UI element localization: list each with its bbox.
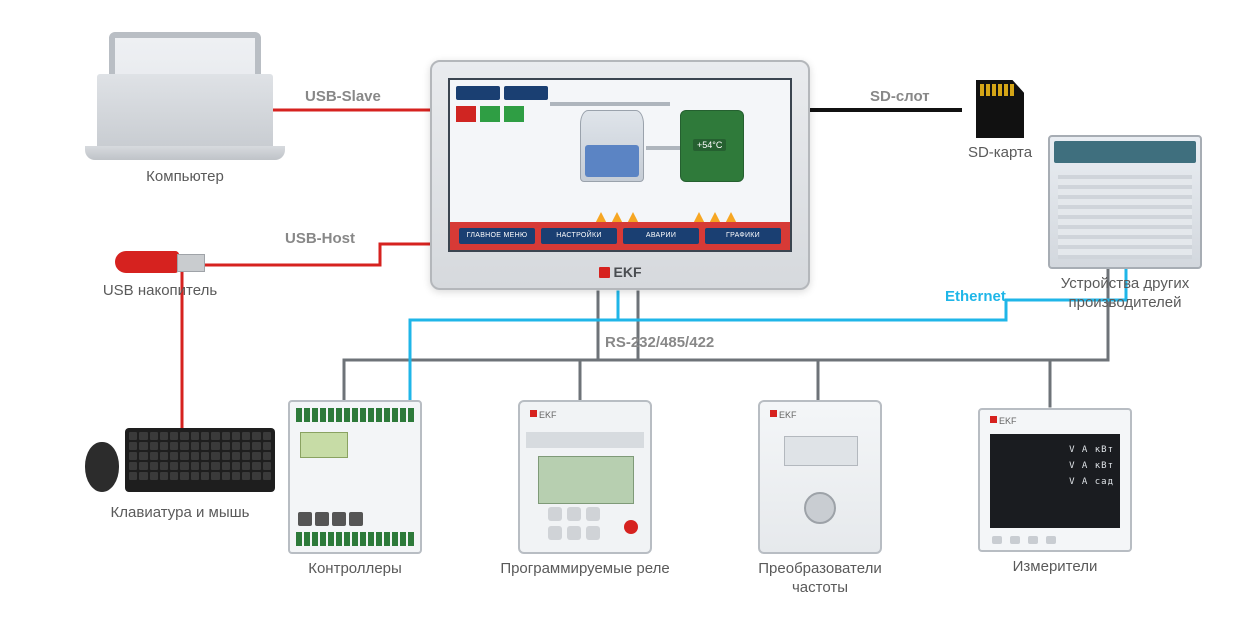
node-usb-drive: USB накопитель (90, 248, 230, 301)
relay-icon: EKF (518, 400, 652, 554)
third-party-device-icon (1048, 135, 1202, 269)
label-relays: Программируемые реле (495, 560, 675, 579)
node-sd-card: SD-карта (955, 80, 1045, 163)
node-vfd: EKF Преобразователи частоты (730, 400, 910, 598)
sd-card-icon (976, 80, 1024, 138)
node-meter: EKF V A кВтV A кВтV A сад Измерители (970, 408, 1140, 577)
label-vfd: Преобразователи частоты (730, 560, 910, 598)
vfd-icon: EKF (758, 400, 882, 554)
keyboard-mouse-icon (85, 420, 275, 498)
label-ethernet: Ethernet (945, 288, 1006, 305)
hmi-tank-2: +54°C (680, 110, 744, 182)
label-sd-card: SD-карта (955, 144, 1045, 163)
usb-drive-icon (115, 248, 205, 276)
hmi-tank-1: +11°C (580, 110, 644, 182)
node-relays: EKF Программируемые реле (495, 400, 675, 579)
label-rs485: RS-232/485/422 (605, 334, 714, 351)
label-keyboard-mouse: Клавиатура и мышь (80, 504, 280, 523)
tank2-tag: +54°C (693, 139, 726, 151)
node-controllers: Контроллеры (280, 400, 430, 579)
controller-icon (288, 400, 422, 554)
label-sd-slot: SD-слот (870, 88, 930, 105)
tank1-tag: +11°C (595, 149, 628, 161)
hmi-brand: EKF (432, 264, 808, 280)
node-third-party: Устройства других производителей (1040, 135, 1210, 313)
meter-icon: EKF V A кВтV A кВтV A сад (978, 408, 1132, 552)
hmi-screen: +11°C +54°C ГЛАВНОЕ МЕНЮНАСТРОЙКИАВАРИИГ… (448, 78, 792, 252)
label-third-party: Устройства других производителей (1040, 275, 1210, 313)
label-computer: Компьютер (85, 168, 285, 187)
label-meter: Измерители (970, 558, 1140, 577)
node-computer: Компьютер (85, 32, 285, 187)
label-usb-drive: USB накопитель (90, 282, 230, 301)
label-controllers: Контроллеры (280, 560, 430, 579)
hmi-panel: +11°C +54°C ГЛАВНОЕ МЕНЮНАСТРОЙКИАВАРИИГ… (430, 60, 810, 290)
node-keyboard-mouse: Клавиатура и мышь (80, 420, 280, 523)
label-usb-host: USB-Host (285, 230, 355, 247)
label-usb-slave: USB-Slave (305, 88, 381, 105)
